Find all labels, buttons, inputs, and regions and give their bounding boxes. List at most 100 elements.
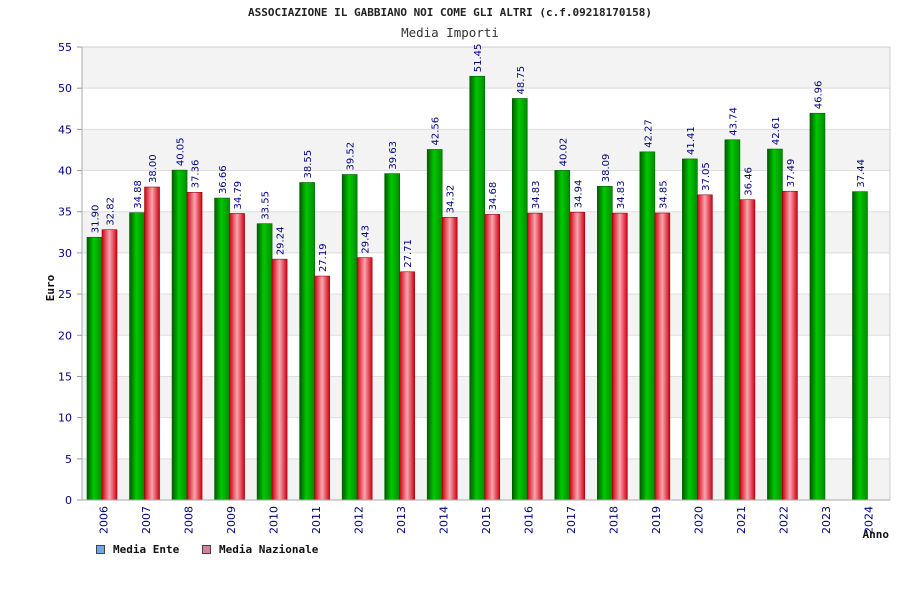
grid-band xyxy=(82,47,890,89)
data-label: 48.75 xyxy=(516,66,527,95)
x-tick-label: 2014 xyxy=(437,506,450,534)
data-label: 38.09 xyxy=(601,154,612,183)
data-label: 39.52 xyxy=(346,142,357,171)
bar-media-ente-2014 xyxy=(426,149,443,501)
legend-swatch-media-nazionale xyxy=(202,545,211,554)
bar-media-ente-2013 xyxy=(384,173,400,501)
data-label: 39.63 xyxy=(388,141,399,170)
x-tick-label: 2013 xyxy=(395,506,408,534)
data-label: 34.88 xyxy=(133,180,144,209)
x-tick-label: 2023 xyxy=(820,506,833,534)
data-label: 34.32 xyxy=(446,185,457,214)
x-tick-label: 2006 xyxy=(97,506,110,534)
bar-media-nazionale-2013 xyxy=(399,271,415,501)
data-label: 27.71 xyxy=(403,239,414,268)
data-label: 37.49 xyxy=(786,159,797,188)
y-tick-label: 40 xyxy=(58,165,72,178)
x-tick-label: 2024 xyxy=(863,506,876,534)
x-tick-label: 2010 xyxy=(267,506,280,534)
y-tick-label: 10 xyxy=(58,412,72,425)
bar-media-ente-2024 xyxy=(852,191,868,501)
bar-media-nazionale-2020 xyxy=(697,194,713,501)
bar-media-ente-2009 xyxy=(214,197,230,501)
bar-media-ente-2016 xyxy=(511,98,528,501)
bar-media-nazionale-2014 xyxy=(441,217,458,501)
data-label: 42.56 xyxy=(431,117,442,146)
x-tick-label: 2017 xyxy=(565,506,578,534)
data-label: 40.02 xyxy=(558,138,569,167)
y-tick-label: 5 xyxy=(65,453,72,466)
bar-media-ente-2007 xyxy=(129,212,145,501)
data-label: 46.96 xyxy=(813,81,824,110)
bar-media-nazionale-2022 xyxy=(782,190,798,501)
x-tick-label: 2011 xyxy=(310,506,323,534)
bar-media-nazionale-2018 xyxy=(612,212,628,501)
data-label: 42.27 xyxy=(643,119,654,148)
bar-media-nazionale-2017 xyxy=(569,211,586,501)
data-label: 41.41 xyxy=(686,126,697,155)
data-label: 37.36 xyxy=(191,160,202,189)
bar-media-ente-2010 xyxy=(256,223,273,501)
data-label: 37.44 xyxy=(856,159,867,188)
x-tick-label: 2012 xyxy=(352,506,365,534)
bars-layer xyxy=(86,75,868,501)
x-axis-title: Anno xyxy=(863,528,890,541)
y-tick-label: 15 xyxy=(58,370,72,383)
data-label: 34.83 xyxy=(616,180,627,209)
y-tick-label: 45 xyxy=(58,123,72,136)
legend-swatch-media-ente xyxy=(96,545,105,554)
x-tick-label: 2021 xyxy=(735,506,748,534)
data-label: 36.66 xyxy=(218,165,229,194)
bar-media-ente-2021 xyxy=(724,139,741,501)
bar-media-ente-2015 xyxy=(469,75,486,501)
data-label: 34.79 xyxy=(233,181,244,210)
bar-media-nazionale-2016 xyxy=(526,212,543,501)
data-label: 34.85 xyxy=(658,180,669,209)
y-tick-label: 20 xyxy=(58,329,72,342)
y-tick-label: 55 xyxy=(58,41,72,54)
data-label: 36.46 xyxy=(743,167,754,196)
axes-layer: 0 5 10 15 20 25 30 35 40 45 50 55 2006 2007 2008 2009 20… xyxy=(44,41,891,541)
bar-media-nazionale-2009 xyxy=(229,213,245,501)
bar-media-ente-2023 xyxy=(809,112,826,501)
bar-media-nazionale-2019 xyxy=(654,212,671,501)
data-label: 37.05 xyxy=(701,162,712,191)
chart-title: ASSOCIAZIONE IL GABBIANO NOI COME GLI AL… xyxy=(248,6,652,19)
bar-media-nazionale-2015 xyxy=(484,214,501,501)
bar-media-ente-2022 xyxy=(767,148,783,501)
data-label: 34.68 xyxy=(488,182,499,211)
data-label: 32.82 xyxy=(106,197,117,226)
data-label: 42.61 xyxy=(771,116,782,145)
y-tick-label: 50 xyxy=(58,82,72,95)
x-tick-label: 2016 xyxy=(523,506,536,534)
data-label: 34.94 xyxy=(573,180,584,209)
bar-media-ente-2011 xyxy=(299,182,315,501)
bar-media-nazionale-2007 xyxy=(144,186,160,501)
y-axis-title: Euro xyxy=(44,274,57,301)
data-label: 29.24 xyxy=(276,227,287,256)
bar-media-nazionale-2006 xyxy=(101,229,118,501)
data-label: 51.45 xyxy=(473,44,484,73)
bar-media-ente-2018 xyxy=(597,185,613,501)
legend-label-media-ente: Media Ente xyxy=(113,543,180,556)
bar-media-ente-2006 xyxy=(86,236,103,501)
data-label: 31.90 xyxy=(91,205,102,234)
bar-media-nazionale-2010 xyxy=(271,258,288,501)
y-tick-label: 0 xyxy=(65,494,72,507)
x-tick-label: 2008 xyxy=(182,506,195,534)
y-tick-label: 35 xyxy=(58,206,72,219)
bar-media-nazionale-2011 xyxy=(314,275,330,501)
bar-media-ente-2020 xyxy=(682,158,698,501)
y-tick-label: 30 xyxy=(58,247,72,260)
bar-media-nazionale-2008 xyxy=(186,191,203,501)
data-label: 33.55 xyxy=(261,191,272,220)
x-tick-label: 2009 xyxy=(225,506,238,534)
bar-media-ente-2008 xyxy=(171,169,188,501)
x-tick-label: 2020 xyxy=(693,506,706,534)
data-label: 27.19 xyxy=(318,243,329,272)
legend-item-media-nazionale: Media Nazionale xyxy=(202,543,318,556)
y-tick-label: 25 xyxy=(58,288,72,301)
legend-label-media-nazionale: Media Nazionale xyxy=(219,543,319,556)
data-label: 38.55 xyxy=(303,150,314,179)
bar-media-ente-2019 xyxy=(639,151,656,501)
